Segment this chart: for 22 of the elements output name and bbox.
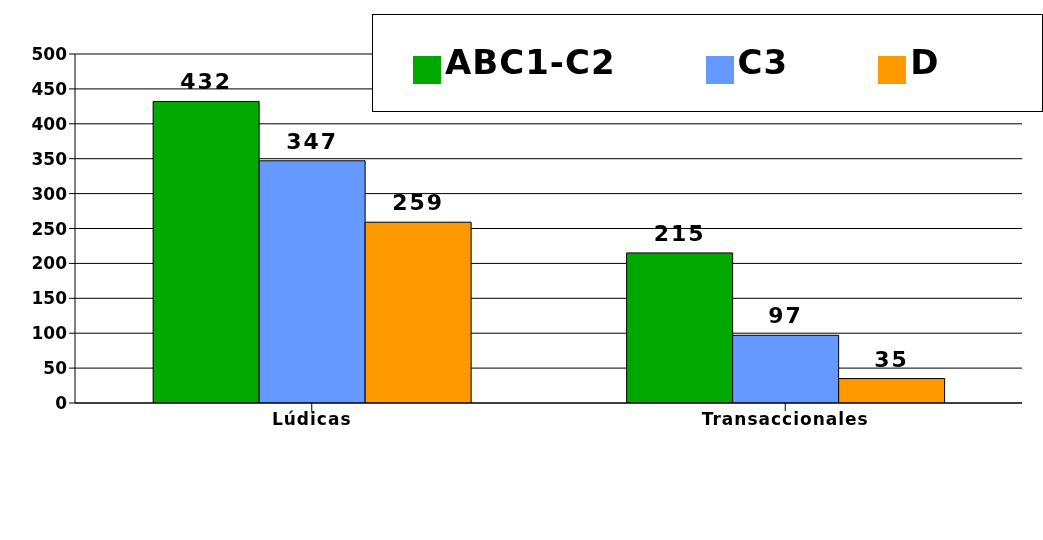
y-tick-label: 300 [31, 183, 68, 204]
y-tick-label: 50 [43, 358, 68, 379]
y-tick-label: 150 [31, 288, 68, 309]
y-tick-label: 450 [31, 78, 68, 99]
y-tick-label: 250 [31, 218, 68, 239]
legend-label: D [910, 41, 940, 82]
y-tick-label: 200 [31, 253, 68, 274]
x-tick-label: Transaccionales [701, 409, 869, 430]
y-tick-label: 500 [31, 44, 68, 65]
y-tick-label: 400 [31, 113, 68, 134]
data-label: 35 [874, 346, 909, 372]
data-label: 215 [653, 220, 706, 246]
y-tick-label: 100 [31, 323, 68, 344]
y-tick-label: 0 [55, 393, 68, 414]
x-tick-label: Lúdicas [271, 409, 352, 430]
data-label: 259 [392, 190, 445, 216]
y-tick-label: 350 [31, 148, 68, 169]
data-label: 347 [286, 128, 339, 154]
data-label: 97 [768, 303, 803, 329]
legend-label: ABC1-C2 [445, 41, 616, 82]
legend-label: C3 [737, 41, 789, 82]
data-label: 432 [180, 69, 233, 95]
